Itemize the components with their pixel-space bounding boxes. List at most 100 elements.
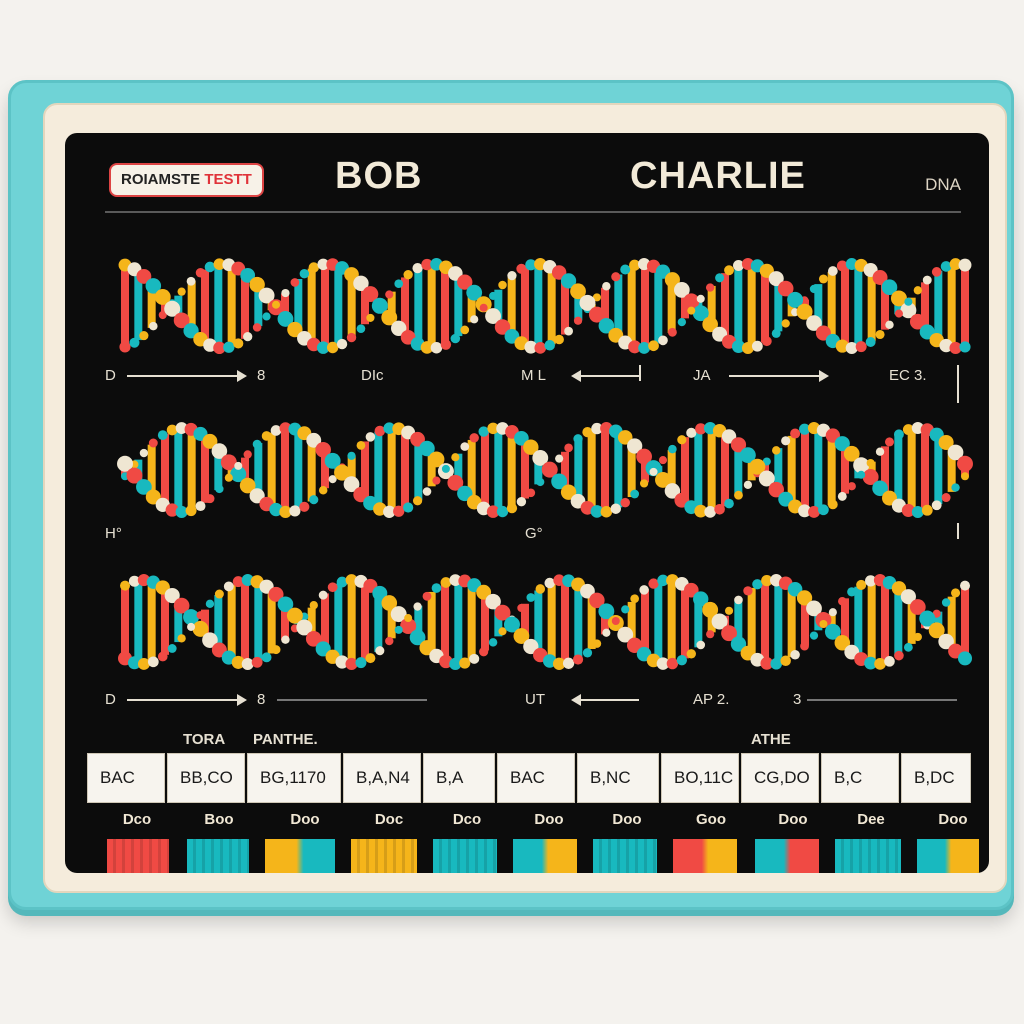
backbone-bead <box>466 284 483 301</box>
backbone-bead <box>239 477 256 494</box>
backbone-bead <box>790 428 801 439</box>
base-pair-rung <box>241 580 249 664</box>
base-pair-rung <box>201 269 209 343</box>
column-header-panthe: PANTHE. <box>253 731 318 748</box>
backbone-bead <box>305 630 322 647</box>
test-badge[interactable]: ROIAMSTE TESTT <box>109 163 264 197</box>
backbone-bead <box>385 636 394 646</box>
sequence-cell[interactable]: BG,1170 <box>247 753 341 803</box>
color-swatch[interactable] <box>593 839 657 873</box>
backbone-bead <box>900 589 916 605</box>
backbone-bead <box>857 470 866 479</box>
backbone-bead <box>798 504 812 518</box>
backbone-bead <box>730 636 747 652</box>
backbone-bead <box>516 497 527 507</box>
color-swatch[interactable] <box>433 839 497 873</box>
base-pair-rung <box>281 428 289 512</box>
sequence-cell[interactable]: BAC <box>87 753 165 803</box>
backbone-bead <box>677 317 687 327</box>
base-pair-rung <box>961 265 969 347</box>
backbone-bead <box>941 493 951 503</box>
backbone-bead <box>183 323 199 339</box>
backbone-bead <box>154 289 171 305</box>
backbone-bead <box>157 430 168 441</box>
backbone-bead <box>183 609 200 626</box>
sequence-cell[interactable]: B,C <box>821 753 899 803</box>
backbone-bead <box>279 422 292 434</box>
sequence-cell[interactable]: CG,DO <box>741 753 819 803</box>
backbone-bead <box>233 338 244 349</box>
backbone-bead <box>440 339 452 350</box>
backbone-bead <box>796 303 813 320</box>
backbone-bead <box>772 446 781 455</box>
base-pair-rung <box>561 451 569 489</box>
color-swatch[interactable] <box>107 839 169 873</box>
backbone-bead <box>940 261 952 272</box>
base-pair-rung <box>707 428 716 512</box>
backbone-bead <box>949 258 962 270</box>
backbone-bead <box>413 602 422 611</box>
backbone-bead <box>371 297 388 314</box>
backbone-bead <box>526 488 536 498</box>
backbone-bead <box>626 637 643 653</box>
backbone-bead <box>487 422 499 435</box>
backbone-bead <box>855 341 867 353</box>
base-pair-rung <box>427 591 436 653</box>
backbone-bead <box>309 495 319 505</box>
backbone-bead <box>469 433 479 443</box>
backbone-bead <box>327 582 338 593</box>
backbone-bead <box>884 656 895 667</box>
base-pair-rung <box>881 446 889 494</box>
base-pair-rung <box>174 428 183 512</box>
sequence-cell[interactable]: BAC <box>497 753 575 803</box>
sequence-cell[interactable]: B,A,N4 <box>343 753 421 803</box>
backbone-bead <box>430 341 443 354</box>
base-pair-rung <box>907 428 916 512</box>
base-pair-rung <box>321 593 329 651</box>
backbone-bead <box>202 632 218 648</box>
base-pair-rung <box>521 441 529 499</box>
base-pair-rung <box>121 585 129 659</box>
color-swatch[interactable] <box>265 839 335 873</box>
base-pair-rung <box>427 453 436 487</box>
backbone-bead <box>894 650 904 661</box>
backbone-bead <box>552 657 566 670</box>
base-pair-rung <box>187 429 196 511</box>
sequence-cell[interactable]: BO,11C <box>661 753 739 803</box>
color-swatch[interactable] <box>917 839 979 873</box>
backbone-bead <box>589 592 605 609</box>
backbone-bead <box>629 259 641 271</box>
backbone-bead <box>366 313 375 322</box>
backbone-bead <box>590 505 604 518</box>
backbone-bead <box>668 444 677 454</box>
sequence-cell[interactable]: B,NC <box>577 753 659 803</box>
backbone-bead <box>447 474 464 491</box>
base-pair-rung <box>841 265 849 347</box>
backbone-bead <box>241 658 254 670</box>
backbone-bead <box>460 325 470 335</box>
panel-frame: ROIAMSTE TESTT BOB CHARLIE DNA D 8 DIc M… <box>8 80 1014 910</box>
color-swatch[interactable] <box>513 839 577 873</box>
base-pair-rung <box>841 598 849 646</box>
color-swatch[interactable] <box>351 839 417 873</box>
color-swatch[interactable] <box>673 839 737 873</box>
sequence-cell[interactable]: B,A <box>423 753 495 803</box>
backbone-bead <box>621 605 630 614</box>
backbone-bead <box>457 485 473 502</box>
backbone-bead <box>806 315 822 331</box>
backbone-bead <box>881 279 898 295</box>
base-pair-rung <box>641 264 649 348</box>
doo-label: Goo <box>696 811 726 828</box>
backbone-bead <box>394 625 403 634</box>
backbone-bead <box>164 587 180 604</box>
backbone-bead <box>450 333 461 344</box>
sequence-cell[interactable]: B,DC <box>901 753 971 803</box>
backbone-bead <box>694 504 708 518</box>
backbone-bead <box>419 640 435 656</box>
color-swatch[interactable] <box>755 839 819 873</box>
backbone-bead <box>258 287 275 304</box>
color-swatch[interactable] <box>835 839 901 873</box>
backbone-bead <box>422 591 432 601</box>
color-swatch[interactable] <box>187 839 249 873</box>
sequence-cell[interactable]: BB,CO <box>167 753 245 803</box>
